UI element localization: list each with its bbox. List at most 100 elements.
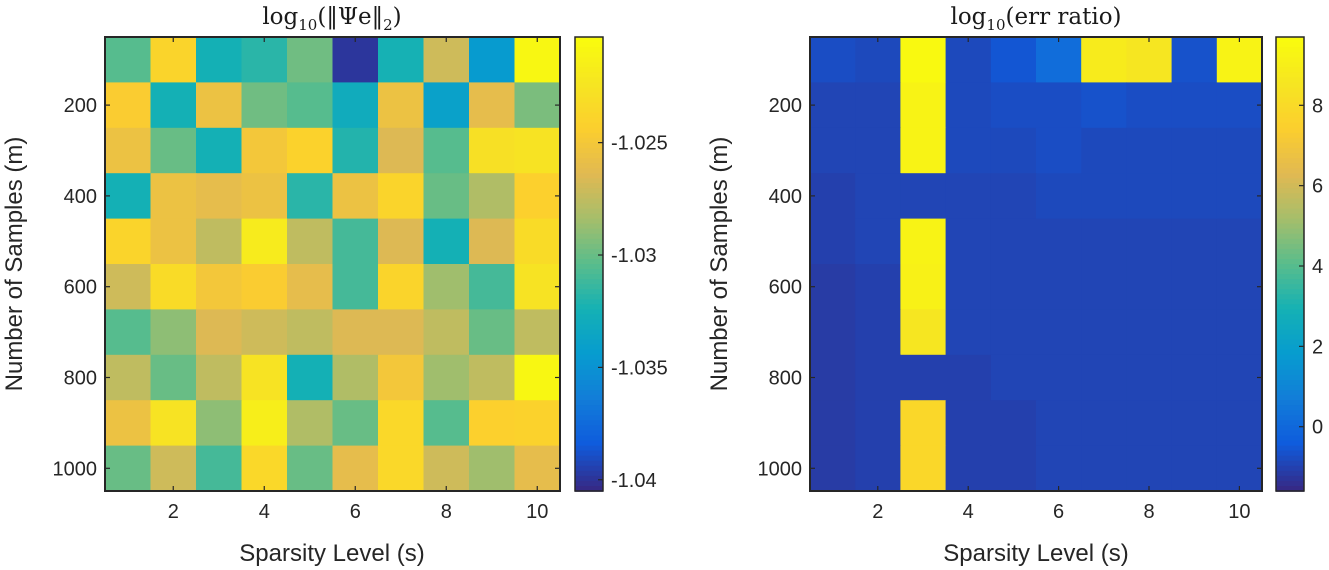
- x-tick-label: 6: [350, 501, 361, 523]
- colorbar-segment: [575, 223, 603, 230]
- colorbar-segment: [1276, 258, 1304, 265]
- heatmap-cell: [810, 309, 856, 356]
- heatmap-cell: [1036, 127, 1082, 174]
- left-colorbar: [575, 37, 603, 492]
- colorbar-segment: [1276, 147, 1304, 154]
- heatmap-cell: [423, 37, 470, 83]
- x-tick-label: 8: [1143, 501, 1154, 523]
- heatmap-cell: [900, 173, 947, 220]
- heatmap-cell: [469, 445, 516, 492]
- heatmap-cell: [900, 82, 947, 129]
- colorbar-segment: [1276, 415, 1304, 422]
- colorbar-segment: [575, 178, 603, 185]
- heatmap-cell: [423, 264, 470, 310]
- heatmap-cell: [990, 309, 1037, 356]
- colorbar-segment: [575, 218, 603, 225]
- heatmap-cell: [287, 354, 334, 401]
- colorbar-segment: [575, 168, 603, 174]
- colorbar-tick-label: -1.025: [611, 133, 668, 155]
- colorbar-segment: [1276, 208, 1304, 215]
- heatmap-cell: [810, 173, 856, 220]
- heatmap-cell: [1036, 445, 1082, 492]
- colorbar-segment: [575, 430, 603, 437]
- colorbar-segment: [1276, 163, 1304, 169]
- colorbar-segment: [1276, 142, 1304, 149]
- colorbar-segment: [1276, 223, 1304, 230]
- colorbar-segment: [575, 475, 603, 482]
- heatmap-cell: [990, 82, 1037, 129]
- colorbar-segment: [575, 455, 603, 462]
- colorbar-segment: [575, 324, 603, 331]
- heatmap-cell: [900, 309, 947, 356]
- heatmap-cell: [241, 400, 288, 447]
- colorbar-segment: [575, 269, 603, 275]
- heatmap-cell: [287, 173, 334, 220]
- colorbar-segment: [575, 450, 603, 457]
- heatmap-cell: [287, 400, 334, 447]
- heatmap-cell: [1216, 445, 1263, 492]
- colorbar-segment: [1276, 430, 1304, 437]
- colorbar-tick-label: -1.03: [611, 245, 657, 267]
- heatmap-cell: [332, 445, 379, 492]
- heatmap-cell: [150, 173, 197, 220]
- colorbar-segment: [1276, 122, 1304, 129]
- colorbar-segment: [575, 67, 603, 74]
- colorbar-segment: [1276, 52, 1304, 58]
- colorbar-segment: [1276, 158, 1304, 164]
- right-heatmap-panel: log10(err ratio) 2 4 6 8 10 200 400 600 800 1000…: [706, 4, 1323, 567]
- heatmap-cell: [196, 309, 243, 356]
- heatmap-cell: [378, 309, 425, 356]
- colorbar-segment: [575, 132, 603, 139]
- colorbar-segment: [575, 142, 603, 149]
- heatmap-cell: [241, 218, 288, 265]
- heatmap-cell: [1216, 173, 1263, 220]
- colorbar-tick-label: 4: [1312, 256, 1323, 278]
- colorbar-segment: [575, 279, 603, 285]
- colorbar-segment: [575, 213, 603, 220]
- colorbar-segment: [1276, 57, 1304, 64]
- colorbar-segment: [1276, 314, 1304, 321]
- colorbar-segment: [575, 122, 603, 129]
- heatmap-cell: [945, 400, 992, 447]
- heatmap-cell: [105, 218, 152, 265]
- colorbar-segment: [575, 264, 603, 270]
- heatmap-cell: [1171, 264, 1218, 310]
- colorbar-segment: [575, 163, 603, 169]
- heatmap-cell: [105, 173, 152, 220]
- heatmap-cell: [1036, 354, 1082, 401]
- heatmap-cell: [514, 264, 561, 310]
- right-colorbar: [1276, 37, 1304, 492]
- heatmap-cell: [150, 445, 197, 492]
- colorbar-segment: [1276, 390, 1304, 396]
- heatmap-cell: [1081, 264, 1127, 310]
- colorbar-segment: [1276, 168, 1304, 174]
- colorbar-segment: [1276, 213, 1304, 220]
- x-tick-label: 2: [872, 501, 883, 523]
- colorbar-segment: [1276, 87, 1304, 94]
- colorbar-segment: [1276, 132, 1304, 139]
- colorbar-segment: [575, 460, 603, 467]
- heatmap-cell: [1171, 218, 1218, 265]
- colorbar-segment: [575, 420, 603, 427]
- heatmap-cell: [1081, 37, 1127, 83]
- heatmap-cell: [196, 264, 243, 310]
- heatmap-cell: [900, 218, 947, 265]
- colorbar-segment: [1276, 359, 1304, 366]
- colorbar-segment: [1276, 253, 1304, 260]
- heatmap-cell: [423, 218, 470, 265]
- heatmap-cell: [945, 82, 992, 129]
- heatmap-cell: [855, 37, 901, 83]
- left-chart-title: log10(‖Ψe‖2): [262, 4, 401, 34]
- colorbar-segment: [1276, 274, 1304, 280]
- colorbar-segment: [575, 284, 603, 291]
- heatmap-cell: [1126, 173, 1173, 220]
- heatmap-cell: [855, 354, 901, 401]
- colorbar-segment: [575, 400, 603, 407]
- heatmap-cell: [287, 37, 334, 83]
- colorbar-segment: [1276, 269, 1304, 275]
- heatmap-cell: [855, 173, 901, 220]
- colorbar-segment: [575, 72, 603, 79]
- right-colorbar-frame: [1275, 36, 1305, 492]
- colorbar-segment: [1276, 188, 1304, 195]
- colorbar-segment: [575, 299, 603, 306]
